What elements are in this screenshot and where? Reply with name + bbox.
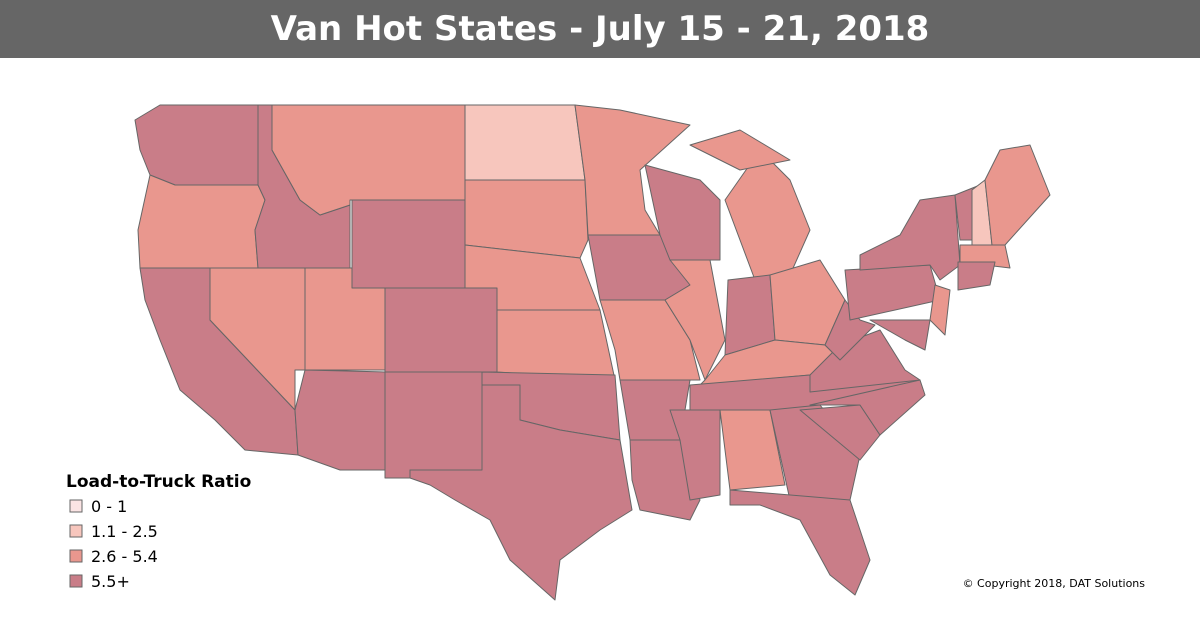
state bbox=[464, 104, 586, 181]
state bbox=[134, 104, 261, 186]
state bbox=[644, 164, 721, 261]
state bbox=[824, 299, 876, 361]
state bbox=[294, 369, 386, 471]
legend-label: 2.6 - 5.4 bbox=[91, 547, 158, 566]
state bbox=[496, 309, 616, 381]
legend: 0 - 1 1.1 - 2.5 2.6 - 5.4 5.5+ bbox=[69, 497, 158, 591]
state bbox=[409, 384, 633, 601]
copyright: © Copyright 2018, DAT Solutions bbox=[963, 577, 1146, 590]
state bbox=[719, 409, 786, 491]
legend-label: 5.5+ bbox=[91, 572, 130, 591]
state bbox=[957, 261, 996, 291]
state bbox=[869, 319, 931, 351]
state bbox=[384, 287, 498, 373]
state bbox=[729, 489, 871, 596]
state bbox=[574, 104, 691, 236]
legend-swatch bbox=[69, 549, 83, 563]
state bbox=[271, 104, 466, 216]
title-bar: Van Hot States - July 15 - 21, 2018 bbox=[0, 0, 1200, 58]
state bbox=[929, 284, 951, 336]
legend-swatch bbox=[69, 499, 83, 513]
state bbox=[669, 409, 721, 501]
legend-title: Load-to-Truck Ratio bbox=[66, 472, 251, 492]
state bbox=[384, 371, 483, 479]
legend-label: 1.1 - 2.5 bbox=[91, 522, 158, 541]
state bbox=[724, 149, 811, 281]
legend-swatch bbox=[69, 574, 83, 588]
states bbox=[134, 104, 1051, 601]
state bbox=[984, 144, 1051, 246]
title: Van Hot States - July 15 - 21, 2018 bbox=[270, 9, 930, 49]
state bbox=[351, 199, 466, 289]
legend-label: 0 - 1 bbox=[91, 497, 127, 516]
state bbox=[664, 259, 726, 381]
state bbox=[844, 264, 941, 321]
state bbox=[464, 179, 589, 259]
legend-swatch bbox=[69, 524, 83, 538]
state bbox=[137, 174, 266, 269]
state bbox=[689, 129, 791, 171]
state bbox=[809, 379, 926, 436]
